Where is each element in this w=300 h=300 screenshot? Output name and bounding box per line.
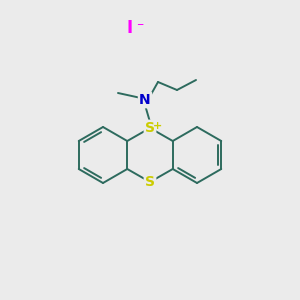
Text: +: + bbox=[153, 121, 163, 131]
Text: N: N bbox=[139, 93, 151, 107]
Text: ⁻: ⁻ bbox=[136, 20, 144, 34]
Text: S: S bbox=[145, 175, 155, 189]
Text: I: I bbox=[127, 19, 133, 37]
Text: S: S bbox=[145, 121, 155, 135]
